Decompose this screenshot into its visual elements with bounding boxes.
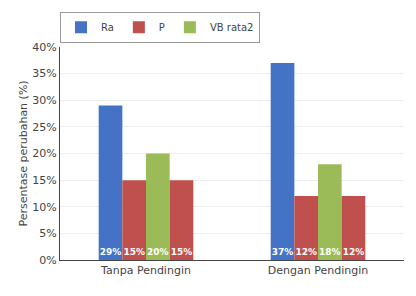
svg-text:20%: 20% [32, 147, 56, 160]
svg-text:P: P [159, 22, 165, 33]
svg-text:5%: 5% [39, 227, 56, 240]
svg-text:40%: 40% [32, 41, 56, 54]
svg-text:25%: 25% [32, 121, 56, 134]
svg-text:VB rata2: VB rata2 [210, 22, 254, 33]
svg-text:Dengan Pendingin: Dengan Pendingin [268, 264, 368, 277]
svg-text:37%: 37% [272, 247, 294, 257]
svg-text:Tanpa Pendingin: Tanpa Pendingin [100, 264, 191, 277]
svg-text:15%: 15% [32, 174, 56, 187]
svg-text:30%: 30% [32, 94, 56, 107]
svg-text:10%: 10% [32, 201, 56, 214]
svg-text:18%: 18% [319, 247, 341, 257]
svg-text:12%: 12% [295, 247, 317, 257]
svg-text:0%: 0% [39, 254, 56, 267]
svg-text:15%: 15% [123, 247, 145, 257]
svg-text:15%: 15% [171, 247, 193, 257]
svg-text:Persentase perubahan (%): Persentase perubahan (%) [17, 80, 30, 226]
svg-text:12%: 12% [343, 247, 365, 257]
svg-text:20%: 20% [147, 247, 169, 257]
svg-text:29%: 29% [100, 247, 122, 257]
svg-text:35%: 35% [32, 67, 56, 80]
svg-text:Ra: Ra [101, 22, 114, 33]
